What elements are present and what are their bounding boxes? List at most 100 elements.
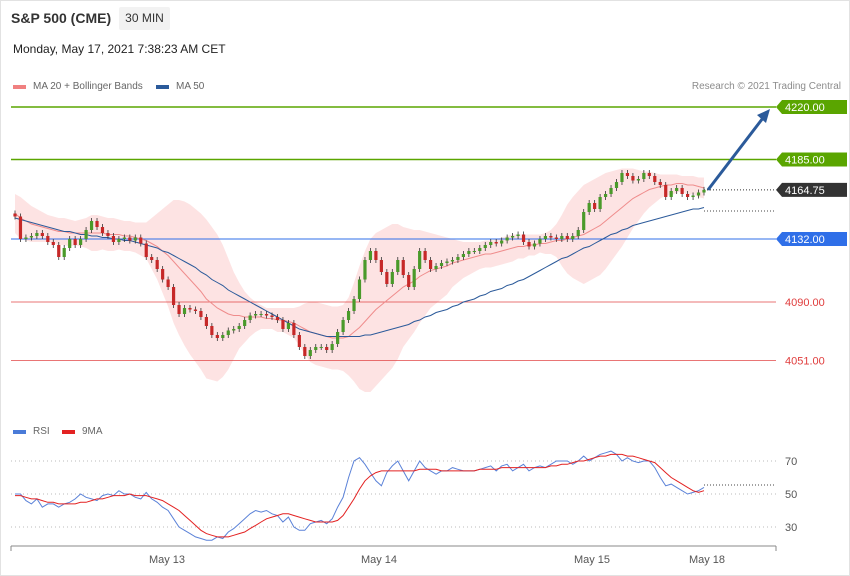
candle-body — [100, 227, 105, 233]
candle-body — [368, 251, 373, 260]
candle-body — [549, 236, 553, 238]
candle-body — [199, 311, 203, 317]
candle-body — [188, 308, 192, 310]
candle-body — [489, 242, 493, 245]
candle-body — [232, 329, 236, 331]
candle-body — [685, 194, 690, 197]
candle-body — [319, 347, 323, 348]
candle-body — [177, 305, 181, 314]
price-tag-4220.00: 4220.00 — [785, 102, 825, 114]
candle-body — [161, 269, 165, 280]
price-tag-4090.00: 4090.00 — [785, 297, 825, 309]
candle-body — [374, 251, 378, 260]
candle-body — [554, 237, 558, 239]
candle-body — [221, 335, 225, 338]
legend-rsi-label: RSI — [33, 426, 50, 437]
legend-ma50: MA 50 — [156, 81, 204, 92]
candle-body — [642, 173, 646, 179]
price-tag-box-4185.00 — [776, 152, 847, 167]
legend-ma20: MA 20 + Bollinger Bands — [13, 81, 143, 92]
candle-body — [385, 272, 389, 284]
candle-body — [352, 299, 356, 311]
candle-body — [166, 279, 170, 287]
candle-body — [511, 236, 515, 238]
candle-body — [275, 317, 280, 320]
candle-body — [128, 237, 132, 241]
candle-body — [494, 242, 498, 244]
candle-body — [434, 266, 438, 269]
x-label-0: May 13 — [149, 554, 185, 566]
legend-9ma: 9MA — [62, 426, 103, 437]
legend-ma50-label: MA 50 — [176, 81, 205, 92]
candle-body — [456, 257, 460, 260]
candle-body — [341, 320, 345, 332]
x-label-2: May 15 — [574, 554, 610, 566]
legend-9ma-label: 9MA — [82, 426, 103, 437]
price-tag-4185.00: 4185.00 — [785, 155, 825, 167]
candle-body — [500, 240, 504, 244]
candle-body — [696, 192, 701, 196]
candle-body — [669, 191, 673, 197]
candle-body — [281, 320, 285, 329]
candle-body — [472, 251, 476, 252]
candle-body — [423, 251, 427, 260]
candle-body — [516, 234, 520, 236]
rsi-swatch — [13, 429, 26, 434]
x-label-1: May 14 — [361, 554, 397, 566]
candle-body — [609, 188, 613, 194]
candle-body — [538, 239, 542, 244]
candle-body — [139, 237, 143, 244]
candle-body — [73, 239, 77, 245]
candle-body — [18, 216, 23, 239]
candle-body — [40, 233, 44, 236]
candle-body — [631, 176, 635, 181]
candle-body — [111, 236, 116, 242]
candle-body — [603, 194, 608, 197]
candle-body — [155, 260, 159, 269]
projection-arrow-head — [757, 109, 770, 123]
copyright-text: Research © 2021 Trading Central — [691, 81, 841, 92]
candle-body — [691, 195, 695, 197]
candle-body — [204, 317, 208, 326]
candle-body — [418, 251, 422, 269]
candle-body — [379, 260, 383, 272]
candle-body — [297, 335, 301, 347]
candle-body — [346, 311, 351, 320]
candle-body — [243, 320, 247, 326]
candle-body — [625, 173, 630, 176]
candle-body — [467, 251, 471, 254]
candle-body — [292, 323, 296, 335]
candle-body — [571, 236, 575, 239]
legend-ma20-label: MA 20 + Bollinger Bands — [33, 81, 143, 92]
candle-body — [461, 254, 465, 257]
candle-body — [478, 248, 482, 251]
candle-body — [193, 309, 198, 311]
candle-body — [226, 330, 230, 335]
rsi-tick-30: 30 — [785, 522, 797, 534]
candle-body — [248, 315, 252, 320]
candle-body — [357, 279, 362, 299]
candle-body — [330, 344, 334, 350]
candle-body — [647, 173, 651, 176]
candle-body — [412, 269, 416, 287]
price-tag-4051.00: 4051.00 — [785, 356, 825, 368]
candle-body — [680, 188, 684, 194]
candle-body — [582, 212, 586, 230]
candle-body — [428, 260, 433, 269]
price-tag-4132.00: 4132.00 — [785, 234, 825, 246]
price-tag-4164.75: 4164.75 — [785, 185, 825, 197]
candle-body — [46, 236, 50, 242]
candle-body — [24, 237, 28, 239]
candle-body — [144, 243, 148, 257]
candle-body — [445, 261, 449, 263]
candle-body — [150, 257, 154, 260]
candle-body — [527, 242, 531, 247]
candle-body — [407, 275, 411, 287]
candle-body — [593, 203, 597, 209]
timeframe-button[interactable]: 30 MIN — [119, 7, 170, 30]
candle-body — [308, 350, 312, 356]
x-label-3: May 18 — [689, 554, 725, 566]
candle-body — [505, 237, 509, 241]
candle-body — [264, 314, 269, 316]
candle-body — [84, 230, 88, 239]
